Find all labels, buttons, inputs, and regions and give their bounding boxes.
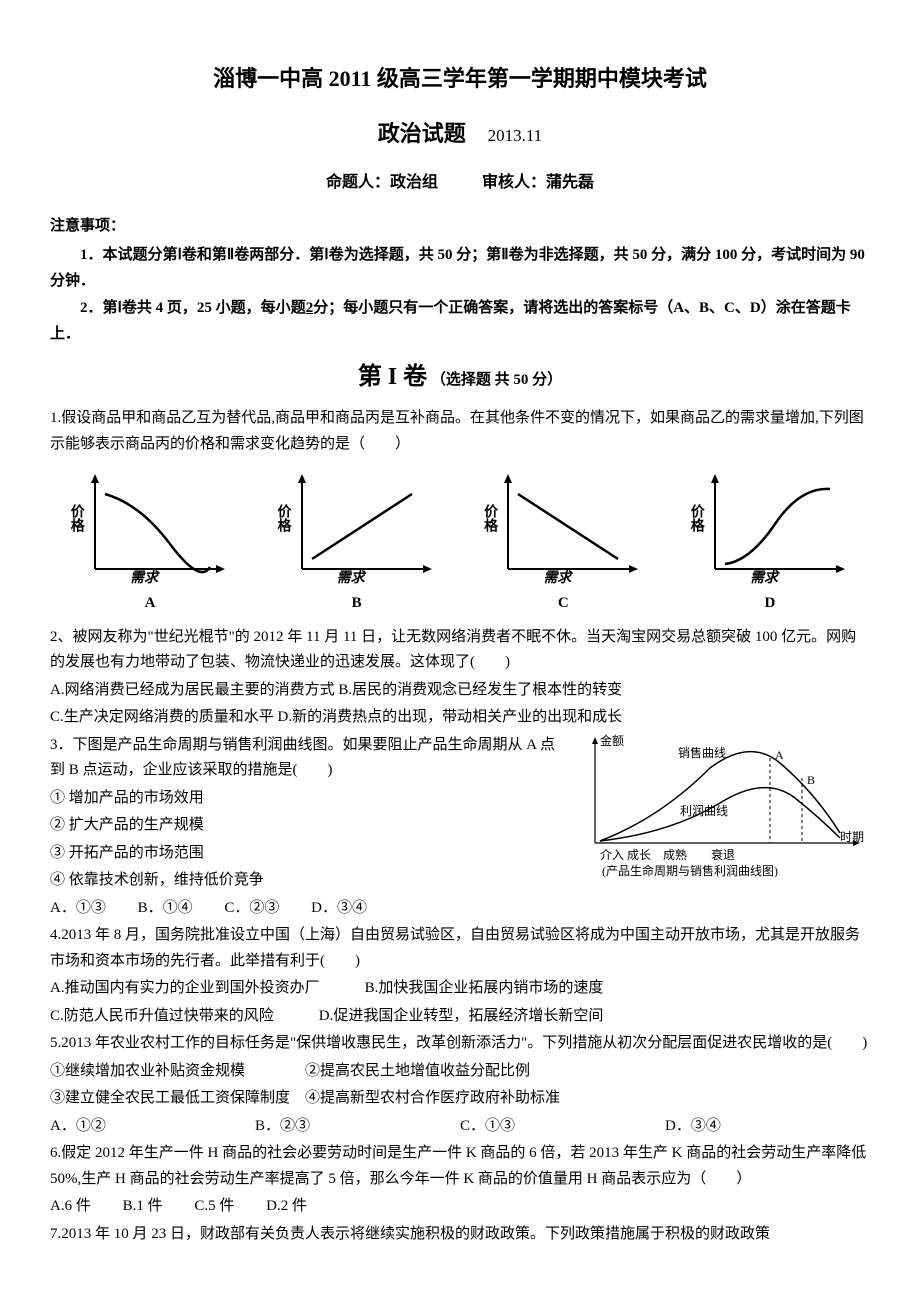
chart-d-xlabel: 需求 <box>750 567 778 591</box>
question-3-answers: A．①③ B．①④ C．②③ D．③④ <box>50 896 558 922</box>
chart-d: 价格 需求 D <box>680 469 860 617</box>
chart-c-xlabel: 需求 <box>543 567 571 591</box>
question-3-opt4: ④ 依靠技术创新，维持低价竞争 <box>50 868 558 894</box>
lc-x-label: 时期 <box>840 827 864 847</box>
authors-row: 命题人：政治组 审核人：蒲先磊 <box>50 169 870 196</box>
question-5-answers: A．①② B．②③ C．①③ D．③④ <box>50 1114 870 1140</box>
question-3-opt1: ① 增加产品的市场效用 <box>50 786 558 812</box>
section-1-header: 第 I 卷 （选择题 共 50 分） <box>50 357 870 398</box>
chart-c: 价格 需求 C <box>473 469 653 617</box>
subject-title: 政治试题 <box>378 115 466 152</box>
charts-row: 价格 需求 A 价格 需求 B 价格 <box>50 469 870 617</box>
chart-a-xlabel: 需求 <box>130 567 158 591</box>
notice-line-2: 2．第Ⅰ卷共 4 页，25 小题，每小题2分；每小题只有一个正确答案，请将选出的… <box>50 296 870 347</box>
lc-profit-label: 利润曲线 <box>680 801 728 821</box>
question-3-opt3: ③ 开拓产品的市场范围 <box>50 841 558 867</box>
question-5-row2: ③建立健全农民工最低工资保障制度 ④提高新型农村合作医疗政府补助标准 <box>50 1086 870 1112</box>
chart-b: 价格 需求 B <box>267 469 447 617</box>
lc-caption: (产品生命周期与销售利润曲线图) <box>602 861 778 881</box>
q3-ans-a: A．①③ <box>50 896 106 922</box>
q3-ans-c: C．②③ <box>224 896 279 922</box>
lc-y-label: 金额 <box>600 731 624 751</box>
q6-ans-a: A.6 件 <box>50 1194 91 1220</box>
question-4-line1: A.推动国内有实力的企业到国外投资办厂 B.加快我国企业拓展内销市场的速度 <box>50 976 870 1002</box>
question-2-stem: 2、被网友称为"世纪光棍节"的 2012 年 11 月 11 日，让无数网络消费… <box>50 625 870 676</box>
question-2-opt-cd: C.生产决定网络消费的质量和水平 D.新的消费热点的出现，带动相关产业的出现和成… <box>50 705 870 731</box>
author-label: 命题人：政治组 <box>326 174 438 191</box>
question-6-stem: 6.假定 2012 年生产一件 H 商品的社会必要劳动时间是生产一件 K 商品的… <box>50 1141 870 1192</box>
question-1: 1.假设商品甲和商品乙互为替代品,商品甲和商品丙是互补商品。在其他条件不变的情况… <box>50 406 870 457</box>
chart-b-xlabel: 需求 <box>337 567 365 591</box>
notice-line-1: 1．本试题分第Ⅰ卷和第Ⅱ卷两部分．第Ⅰ卷为选择题，共 50 分；第Ⅱ卷为非选择题… <box>50 243 870 294</box>
question-2-opt-ab: A.网络消费已经成为居民最主要的消费方式 B.居民的消费观念已经发生了根本性的转… <box>50 678 870 704</box>
subtitle-row: 政治试题 2013.11 <box>50 115 870 152</box>
question-3-wrap: 3．下图是产品生命周期与销售利润曲线图。如果要阻止产品生命周期从 A 点到 B … <box>50 733 870 924</box>
q5-ans-d: D．③④ <box>665 1114 870 1140</box>
q6-ans-b: B.1 件 <box>123 1194 163 1220</box>
q5-ans-c: C．①③ <box>460 1114 665 1140</box>
chart-d-caption: D <box>680 591 860 617</box>
chart-a-caption: A <box>60 591 240 617</box>
question-6-answers: A.6 件 B.1 件 C.5 件 D.2 件 <box>50 1194 870 1220</box>
q6-ans-c: C.5 件 <box>194 1194 234 1220</box>
question-4-line2: C.防范人民币升值过快带来的风险 D.促进我国企业转型，拓展经济增长新空间 <box>50 1004 870 1030</box>
question-5-stem: 5.2013 年农业农村工作的目标任务是"保供增收惠民生，改革创新添活力"。下列… <box>50 1031 870 1057</box>
chart-a: 价格 需求 A <box>60 469 240 617</box>
exam-date: 2013.11 <box>488 122 543 151</box>
chart-b-ylabel: 价格 <box>271 504 295 532</box>
q3-ans-d: D．③④ <box>311 896 367 922</box>
lc-point-a: A <box>775 745 784 765</box>
notice-line-2a: 2．第Ⅰ卷共 4 页，25 小题，每小题 <box>80 300 306 316</box>
question-5-row1: ①继续增加农业补贴资金规模 ②提高农民土地增值收益分配比例 <box>50 1059 870 1085</box>
life-cycle-figure: 金额 销售曲线 利润曲线 A B 时期 介入 成长 成熟 衰退 (产品生命周期与… <box>570 733 870 883</box>
notice-title: 注意事项： <box>50 214 870 240</box>
question-7-stem: 7.2013 年 10 月 23 日，财政部有关负责人表示将继续实施积极的财政政… <box>50 1222 870 1248</box>
q6-ans-d: D.2 件 <box>266 1194 307 1220</box>
question-3-stem: 3．下图是产品生命周期与销售利润曲线图。如果要阻止产品生命周期从 A 点到 B … <box>50 733 558 784</box>
q5-ans-a: A．①② <box>50 1114 255 1140</box>
page-title: 淄博一中高 2011 级高三学年第一学期期中模块考试 <box>50 60 870 97</box>
question-3-opt2: ② 扩大产品的生产规模 <box>50 813 558 839</box>
chart-d-ylabel: 价格 <box>684 504 708 532</box>
question-4-stem: 4.2013 年 8 月，国务院批准设立中国（上海）自由贸易试验区，自由贸易试验… <box>50 923 870 974</box>
section-1-big: 第 I 卷 <box>358 364 427 390</box>
chart-c-caption: C <box>473 591 653 617</box>
q3-ans-b: B．①④ <box>138 896 193 922</box>
section-1-small: （选择题 共 50 分） <box>431 372 562 388</box>
reviewer-label: 审核人：蒲先磊 <box>482 174 594 191</box>
q5-ans-b: B．②③ <box>255 1114 460 1140</box>
chart-b-caption: B <box>267 591 447 617</box>
chart-a-ylabel: 价格 <box>64 504 88 532</box>
lc-point-b: B <box>807 770 815 790</box>
chart-c-ylabel: 价格 <box>477 504 501 532</box>
lc-sales-label: 销售曲线 <box>678 743 726 763</box>
